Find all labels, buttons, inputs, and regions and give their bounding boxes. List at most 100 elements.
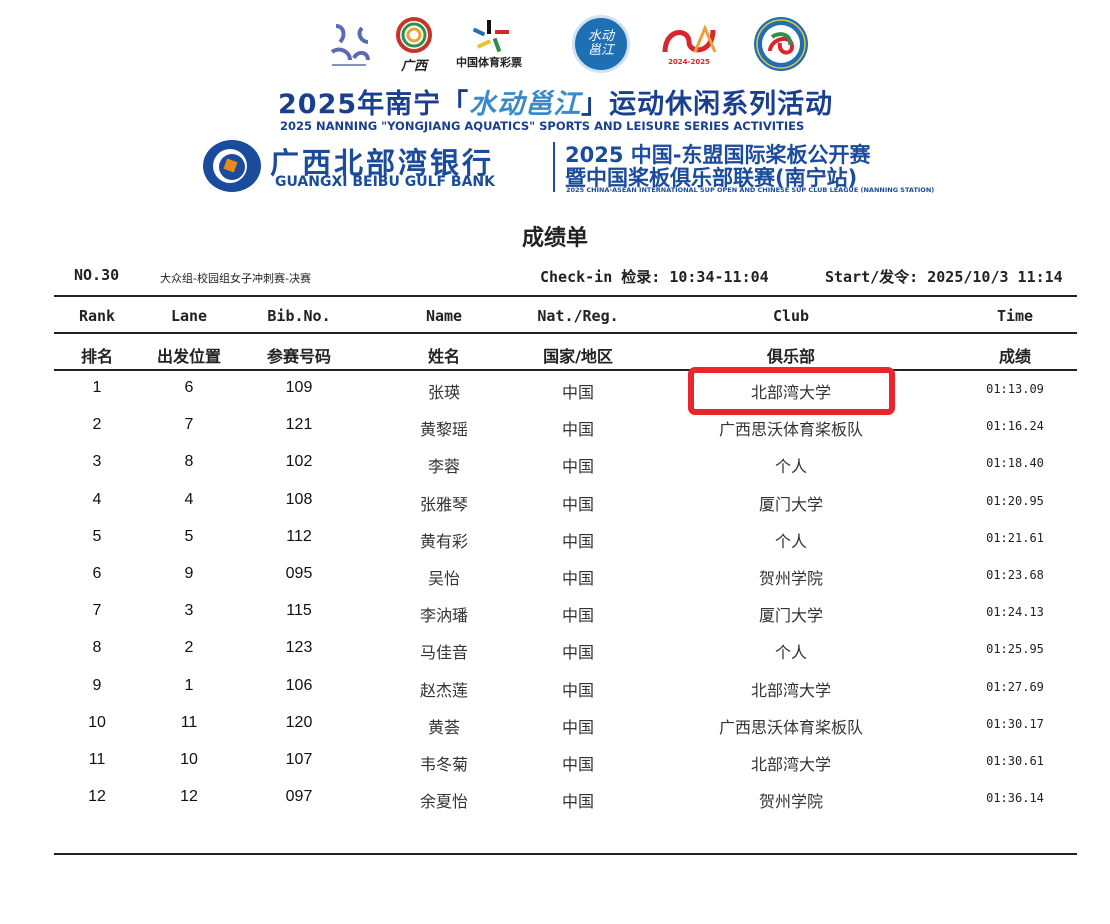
cell-bib: 095 bbox=[285, 565, 313, 582]
cell-nat: 中国 bbox=[561, 606, 595, 626]
bank-name-en: GUANGXI BEIBU GULF BANK bbox=[275, 174, 495, 190]
cell-club: 厦门大学 bbox=[758, 606, 824, 626]
cell-bib: 108 bbox=[285, 490, 313, 508]
event-name: 大众组-校园组女子冲刺赛-决赛 bbox=[160, 268, 311, 286]
series-subtitle: 2025 NANNING "YONGJIANG AQUATICS" SPORTS… bbox=[280, 119, 805, 133]
cell-nat: 中国 bbox=[561, 717, 595, 737]
cell-time: 01:13.09 bbox=[986, 382, 1044, 396]
cell-time: 01:30.61 bbox=[986, 754, 1044, 768]
divider-top bbox=[54, 295, 1077, 297]
cell-lane: 6 bbox=[184, 379, 194, 396]
sports-federation-logo bbox=[749, 14, 813, 74]
cell-name: 黄有彩 bbox=[419, 531, 469, 551]
cell-time: 01:30.17 bbox=[986, 716, 1044, 731]
cell-lane: 7 bbox=[184, 416, 194, 434]
guangxi-tourism-logo: 广西 bbox=[390, 14, 438, 74]
cell-rank: 8 bbox=[92, 639, 102, 657]
cell-name: 李汭璠 bbox=[419, 606, 469, 626]
cell-name: 黄荟 bbox=[427, 717, 461, 737]
event-title-line2: 暨中国桨板俱乐部联赛(南宁站) bbox=[565, 166, 858, 190]
cell-club: 厦门大学 bbox=[758, 494, 824, 514]
divider-body bbox=[54, 369, 1077, 371]
header-en-name: Name bbox=[425, 307, 463, 325]
cell-lane: 5 bbox=[184, 527, 194, 545]
event-title-line1: 2025 中国-东盟国际桨板公开赛 bbox=[565, 143, 871, 167]
cell-name: 张瑛 bbox=[427, 383, 461, 402]
cell-nat: 中国 bbox=[561, 383, 595, 402]
cell-bib: 121 bbox=[285, 416, 313, 434]
highlight-box bbox=[688, 367, 895, 415]
cell-nat: 中国 bbox=[561, 680, 595, 700]
cell-lane: 2 bbox=[184, 639, 194, 657]
china-sports-lottery-text: 中国体育彩票 bbox=[456, 56, 522, 69]
event-title-en: 2025 CHINA-ASEAN INTERNATIONAL SUP OPEN … bbox=[566, 186, 935, 194]
cell-club: 个人 bbox=[774, 457, 808, 477]
cell-time: 01:21.61 bbox=[986, 530, 1044, 545]
header-cn-nat: 国家/地区 bbox=[543, 347, 613, 366]
event-number: NO.30 bbox=[74, 266, 120, 284]
cell-bib: 112 bbox=[286, 527, 312, 545]
cell-rank: 9 bbox=[92, 676, 102, 694]
header-en-rank: Rank bbox=[78, 307, 116, 325]
header-cn-name: 姓名 bbox=[427, 347, 461, 366]
cell-club: 个人 bbox=[774, 531, 808, 551]
cell-rank: 3 bbox=[92, 453, 102, 471]
start-time: Start/发令: 2025/10/3 11:14 bbox=[825, 268, 1063, 286]
cell-club: 贺州学院 bbox=[758, 569, 824, 588]
cell-bib: 102 bbox=[285, 453, 313, 471]
header-cn-club: 俱乐部 bbox=[766, 347, 816, 366]
cell-nat: 中国 bbox=[561, 494, 595, 514]
cell-lane: 4 bbox=[184, 490, 194, 508]
banner-divider bbox=[553, 142, 555, 192]
cell-bib: 107 bbox=[285, 751, 313, 768]
series-title: 2025年南宁「水动邕江」运动休闲系列活动 bbox=[278, 82, 833, 121]
cell-time: 01:20.95 bbox=[986, 493, 1044, 508]
cell-rank: 12 bbox=[88, 788, 106, 806]
series-title-brush: 水动邕江 bbox=[469, 89, 582, 120]
cell-nat: 中国 bbox=[561, 420, 595, 440]
cell-time: 01:24.13 bbox=[986, 605, 1044, 620]
cell-club: 北部湾大学 bbox=[750, 680, 832, 700]
cell-name: 赵杰莲 bbox=[419, 680, 469, 700]
china-sports-lottery-logo: 中国体育彩票 bbox=[452, 14, 526, 74]
cell-name: 余夏怡 bbox=[419, 792, 469, 812]
cell-club: 北部湾大学 bbox=[750, 755, 832, 774]
cell-time: 01:25.95 bbox=[986, 642, 1044, 657]
series-title-prefix: 2025年南宁「 bbox=[278, 89, 470, 120]
cell-club: 广西思沃体育桨板队 bbox=[718, 420, 864, 440]
cell-rank: 1 bbox=[92, 379, 102, 396]
cell-lane: 1 bbox=[184, 676, 194, 694]
cell-time: 01:23.68 bbox=[986, 568, 1044, 582]
cell-nat: 中国 bbox=[561, 792, 595, 812]
header-cn-bib: 参赛号码 bbox=[266, 347, 332, 366]
header-cn-rank: 排名 bbox=[80, 347, 114, 366]
cell-lane: 10 bbox=[180, 751, 198, 768]
cell-name: 张雅琴 bbox=[419, 494, 469, 514]
event-name-text: 大众组-校园组女子冲刺赛-决赛 bbox=[160, 272, 311, 285]
cell-rank: 7 bbox=[92, 602, 102, 620]
header-en-nat: Nat./Reg. bbox=[537, 307, 619, 325]
cell-rank: 4 bbox=[92, 490, 102, 508]
cell-lane: 9 bbox=[184, 565, 194, 582]
header-en-time: Time bbox=[996, 307, 1034, 325]
cell-nat: 中国 bbox=[561, 755, 595, 774]
cell-nat: 中国 bbox=[561, 643, 595, 663]
header-en-club: Club bbox=[772, 307, 810, 325]
yongjiang-aquatics-text: 水动邕江 bbox=[587, 29, 614, 58]
cell-rank: 6 bbox=[92, 565, 102, 582]
cell-lane: 8 bbox=[184, 453, 194, 471]
cell-club: 贺州学院 bbox=[758, 792, 824, 812]
nanning-sports-association-logo bbox=[322, 14, 376, 74]
yongjiang-aquatics-logo: 水动邕江 bbox=[569, 14, 633, 74]
checkin-time: Check-in 检录: 10:34-11:04 bbox=[540, 268, 769, 286]
cell-club: 个人 bbox=[774, 643, 808, 663]
cell-name: 李蓉 bbox=[427, 457, 461, 477]
guangxi-tourism-logo-text: 广西 bbox=[400, 58, 427, 74]
cell-bib: 115 bbox=[286, 602, 312, 620]
cell-rank: 10 bbox=[88, 713, 106, 731]
cell-lane: 3 bbox=[184, 602, 194, 620]
cell-time: 01:36.14 bbox=[986, 791, 1044, 806]
cell-rank: 5 bbox=[92, 527, 102, 545]
bank-name-cn: 广西北部湾银行 bbox=[270, 146, 495, 180]
header-en-lane: Lane bbox=[170, 307, 208, 325]
